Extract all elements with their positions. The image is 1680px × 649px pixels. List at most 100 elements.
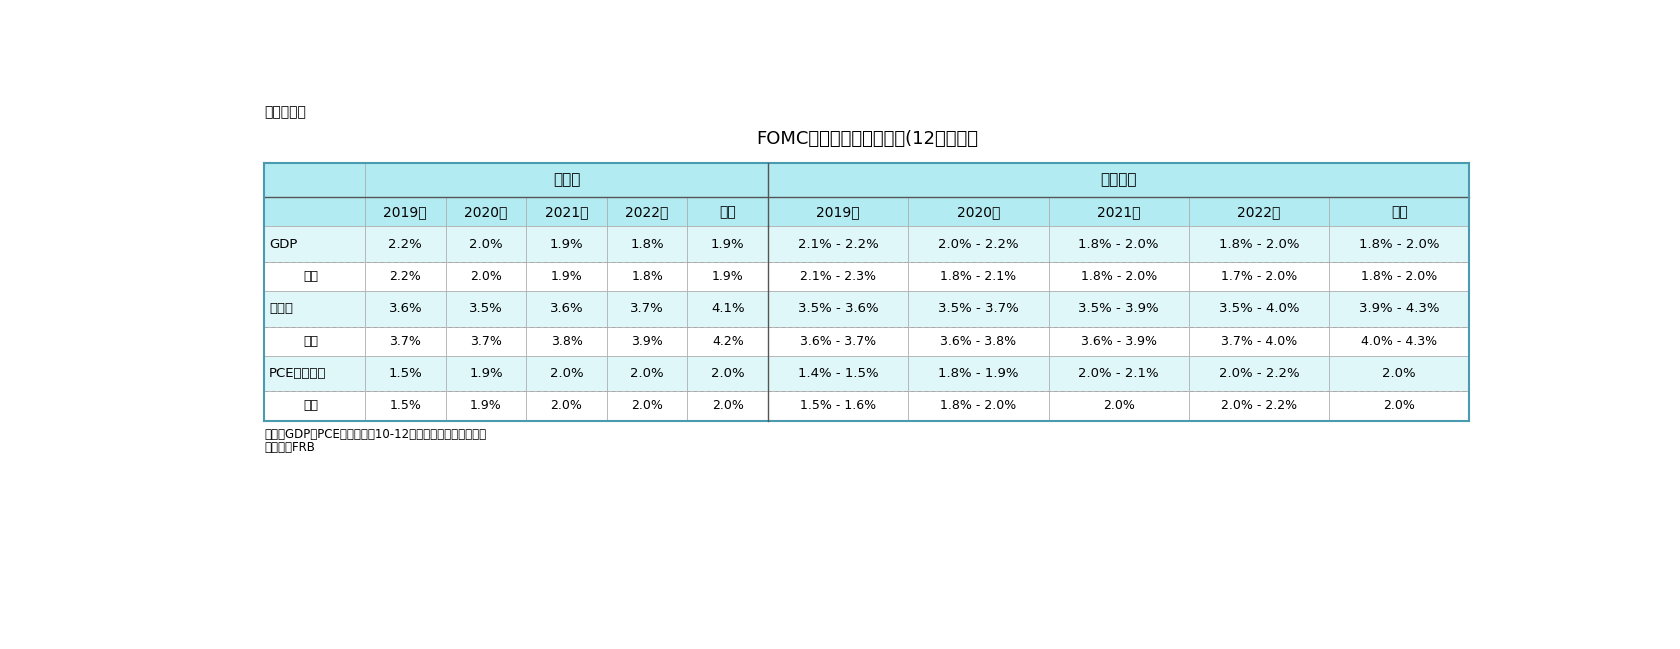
Bar [264, 326, 365, 356]
Text: 1.9%: 1.9% [469, 367, 502, 380]
Text: 2019年: 2019年 [383, 205, 427, 219]
Bar [768, 356, 909, 391]
Text: 2020年: 2020年 [464, 205, 507, 219]
Bar [1329, 227, 1470, 262]
Text: 3.5% - 4.0%: 3.5% - 4.0% [1218, 302, 1299, 315]
Bar [1189, 326, 1329, 356]
Text: 長期: 長期 [1391, 205, 1408, 219]
Text: 2.1% - 2.2%: 2.1% - 2.2% [798, 238, 879, 251]
Text: 1.9%: 1.9% [711, 238, 744, 251]
Bar [264, 356, 365, 391]
Bar [606, 197, 687, 227]
Text: 1.8% - 2.0%: 1.8% - 2.0% [941, 399, 1016, 412]
Text: 1.5%: 1.5% [388, 367, 422, 380]
Text: FOMC参加者の経済見通し(12月会合）: FOMC参加者の経済見通し(12月会合） [756, 130, 978, 149]
Text: 1.8% - 1.9%: 1.8% - 1.9% [937, 367, 1018, 380]
Bar [526, 391, 606, 421]
Text: 2.0%: 2.0% [630, 367, 664, 380]
Bar [909, 291, 1048, 326]
Bar [687, 291, 768, 326]
Bar [1048, 197, 1189, 227]
Text: 2.0%: 2.0% [551, 399, 583, 412]
Bar [1048, 326, 1189, 356]
Text: 3.6%: 3.6% [388, 302, 422, 315]
Bar [264, 227, 365, 262]
Text: 前回: 前回 [302, 399, 318, 412]
Text: 2020年: 2020年 [958, 205, 1000, 219]
Text: 1.8% - 2.0%: 1.8% - 2.0% [1361, 270, 1438, 283]
Bar [909, 356, 1048, 391]
Text: 2.0% - 2.2%: 2.0% - 2.2% [937, 238, 1018, 251]
Text: 3.6% - 3.8%: 3.6% - 3.8% [941, 335, 1016, 348]
Text: 3.5% - 3.9%: 3.5% - 3.9% [1079, 302, 1159, 315]
Bar [365, 262, 445, 291]
Bar [445, 391, 526, 421]
Text: 1.8% - 2.0%: 1.8% - 2.0% [1079, 238, 1159, 251]
Bar [526, 197, 606, 227]
Bar [606, 356, 687, 391]
Bar [365, 326, 445, 356]
Text: 2022年: 2022年 [1236, 205, 1280, 219]
Bar [1329, 197, 1470, 227]
Bar [687, 326, 768, 356]
Text: 2019年: 2019年 [816, 205, 860, 219]
Bar [1329, 262, 1470, 291]
Bar [1048, 227, 1189, 262]
Text: 2.0%: 2.0% [712, 399, 744, 412]
Bar [365, 197, 445, 227]
Bar [365, 291, 445, 326]
Text: 2.0%: 2.0% [711, 367, 744, 380]
Text: 2022年: 2022年 [625, 205, 669, 219]
Bar [768, 163, 1470, 197]
Bar [445, 197, 526, 227]
Bar [606, 227, 687, 262]
Text: 2021年: 2021年 [544, 205, 588, 219]
Bar [768, 291, 909, 326]
Text: 3.5% - 3.7%: 3.5% - 3.7% [937, 302, 1018, 315]
Bar [365, 391, 445, 421]
Bar [445, 291, 526, 326]
Text: 1.8% - 2.1%: 1.8% - 2.1% [941, 270, 1016, 283]
Bar [687, 262, 768, 291]
Text: 1.9%: 1.9% [470, 399, 502, 412]
Text: （図表１）: （図表１） [264, 105, 306, 119]
Bar [1189, 197, 1329, 227]
Text: 3.6%: 3.6% [549, 302, 583, 315]
Text: 前回: 前回 [302, 335, 318, 348]
Bar [768, 227, 909, 262]
Bar [1189, 291, 1329, 326]
Text: 3.7%: 3.7% [630, 302, 664, 315]
Bar [264, 391, 365, 421]
Bar [1329, 391, 1470, 421]
Bar [1329, 291, 1470, 326]
Bar [1048, 391, 1189, 421]
Bar [526, 356, 606, 391]
Text: PCE価格指数: PCE価格指数 [269, 367, 326, 380]
Bar [687, 227, 768, 262]
Text: 1.8% - 2.0%: 1.8% - 2.0% [1080, 270, 1158, 283]
Bar [768, 391, 909, 421]
Text: 1.9%: 1.9% [551, 270, 583, 283]
Bar [1189, 391, 1329, 421]
Text: 1.5% - 1.6%: 1.5% - 1.6% [800, 399, 877, 412]
Bar [1189, 227, 1329, 262]
Text: 2.1% - 2.3%: 2.1% - 2.3% [800, 270, 877, 283]
Text: 3.7%: 3.7% [390, 335, 422, 348]
Text: 1.7% - 2.0%: 1.7% - 2.0% [1221, 270, 1297, 283]
Text: 前回: 前回 [302, 270, 318, 283]
Text: 3.7%: 3.7% [470, 335, 502, 348]
Text: 3.5% - 3.6%: 3.5% - 3.6% [798, 302, 879, 315]
Text: 2.0% - 2.2%: 2.0% - 2.2% [1218, 367, 1299, 380]
Text: （注）GDPとPCE価格指数は10-12月期の前年同期比伸び率: （注）GDPとPCE価格指数は10-12月期の前年同期比伸び率 [264, 428, 487, 441]
Bar [445, 356, 526, 391]
Bar [768, 197, 909, 227]
Text: 2.0% - 2.2%: 2.0% - 2.2% [1221, 399, 1297, 412]
Text: 2.2%: 2.2% [390, 270, 422, 283]
Bar [909, 227, 1048, 262]
Text: 失業率: 失業率 [269, 302, 292, 315]
Text: 2.0%: 2.0% [1383, 367, 1416, 380]
Text: 2.0%: 2.0% [1383, 399, 1415, 412]
Bar [526, 227, 606, 262]
Bar [365, 163, 768, 197]
Text: 3.8%: 3.8% [551, 335, 583, 348]
